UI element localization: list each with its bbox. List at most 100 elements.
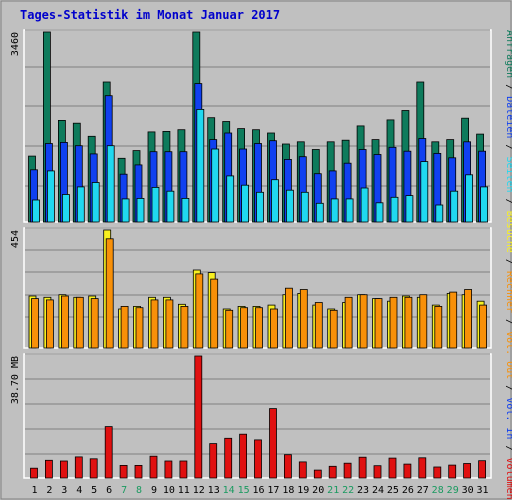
bar-rechner-day-20 (314, 302, 323, 349)
bar-volumen-day-23 (358, 456, 367, 479)
bar-volumen-day-17 (269, 408, 277, 479)
bar-volumen-day-3 (60, 460, 68, 479)
y-axis-max-middle: 454 (10, 230, 21, 248)
bar-rechner-day-9 (150, 299, 159, 349)
bar-rechner-day-5 (90, 298, 99, 349)
bar-volumen-day-9 (149, 455, 158, 479)
bar-volumen-day-24 (373, 465, 382, 479)
bar-seiten-day-14 (226, 175, 235, 223)
bar-volumen-day-7 (119, 464, 128, 479)
bar-volumen-day-29 (448, 464, 457, 479)
bar-volumen-day-25 (388, 457, 397, 479)
bar-rechner-day-31 (479, 304, 488, 349)
x-axis-day-labels: 1 2 3 4 5 6 7 8 9 10 11 12 13 14 15 16 17 18 19 20 21 22 23 24 2… (31, 485, 488, 496)
bar-seiten-day-3 (62, 194, 70, 223)
bar-seiten-day-28 (435, 204, 444, 223)
day-label: 14 (223, 485, 235, 496)
day-label: 31 (476, 485, 488, 496)
bar-rechner-day-22 (344, 296, 353, 349)
bar-volumen-day-13 (209, 443, 218, 479)
bar-rechner-day-11 (180, 305, 189, 349)
legend-sep: / (504, 253, 512, 271)
bar-seiten-day-10 (166, 190, 175, 223)
bar-volumen-day-27 (418, 457, 427, 479)
bar-rechner-day-28 (434, 305, 443, 349)
bar-seiten-day-30 (465, 174, 474, 223)
legend-sep: / (504, 439, 512, 457)
day-label: 24 (372, 485, 384, 496)
day-label: 11 (178, 485, 190, 496)
bar-volumen-day-1 (30, 467, 38, 479)
bar-volumen-day-8 (134, 464, 143, 479)
bar-volumen-day-20 (313, 469, 322, 479)
day-label: 13 (208, 485, 220, 496)
bar-volumen-day-12 (194, 355, 203, 479)
bar-seiten-day-24 (375, 202, 384, 223)
bar-seiten-day-6 (106, 145, 115, 223)
day-label: 15 (238, 485, 250, 496)
bar-volumen-day-14 (224, 437, 233, 479)
legend-rechner: Rechner (504, 271, 512, 313)
legend-seiten: Seiten (504, 156, 512, 192)
bar-volumen-day-10 (164, 460, 173, 479)
legend-sep: / (504, 138, 512, 156)
day-label: 28 (432, 485, 444, 496)
bar-rechner-day-6 (105, 238, 114, 349)
bar-rechner-day-12 (195, 273, 204, 349)
legend-volumen: Volumen (504, 458, 512, 500)
bar-seiten-day-21 (330, 198, 339, 223)
bar-rechner-day-14 (225, 309, 234, 349)
bar-rechner-day-26 (404, 296, 413, 349)
bar-seiten-day-17 (271, 179, 279, 223)
bar-rechner-day-15 (240, 307, 249, 349)
y-axis-max-top: 3460 (10, 32, 21, 56)
bar-rechner-day-19 (299, 289, 308, 349)
chart-title: Tages-Statistik im Monat Januar 2017 (20, 8, 280, 22)
day-label: 9 (151, 485, 157, 496)
bar-seiten-day-11 (181, 197, 190, 223)
bar-rechner-day-25 (389, 296, 398, 349)
bar-rechner-day-23 (359, 294, 368, 349)
day-label: 26 (402, 485, 414, 496)
bar-rechner-day-16 (255, 307, 263, 349)
bar-volumen-day-6 (104, 426, 113, 479)
bar-volumen-day-16 (254, 439, 262, 479)
bar-rechner-day-21 (329, 309, 338, 349)
bar-volumen-day-5 (89, 458, 98, 479)
bar-rechner-day-24 (374, 298, 383, 349)
bar-volumen-day-19 (298, 461, 307, 479)
bars (28, 31, 489, 479)
day-label: 18 (282, 485, 294, 496)
day-label: 19 (297, 485, 309, 496)
bar-seiten-day-15 (241, 184, 250, 223)
bar-seiten-day-23 (360, 187, 369, 223)
bar-seiten-day-8 (136, 197, 145, 223)
bar-seiten-day-1 (32, 199, 40, 223)
legend-dateien: Dateien (504, 96, 512, 138)
legend-sep: / (504, 379, 512, 397)
bar-volumen-day-21 (328, 465, 337, 479)
bar-seiten-day-9 (151, 186, 160, 223)
bar-rechner-day-17 (270, 308, 278, 349)
bar-seiten-day-12 (196, 109, 205, 223)
legend-sep: / (504, 78, 512, 96)
bar-seiten-day-2 (47, 170, 55, 223)
bar-rechner-day-27 (419, 294, 428, 349)
bar-seiten-day-25 (390, 196, 399, 223)
legend-vol-out: Vol. Out (504, 331, 512, 379)
bar-rechner-day-18 (284, 287, 293, 349)
bar-rechner-day-30 (464, 289, 473, 349)
bar-seiten-day-22 (345, 198, 354, 223)
bar-seiten-day-4 (76, 186, 85, 223)
bar-rechner-day-1 (31, 298, 39, 349)
bar-seiten-day-20 (315, 202, 324, 223)
day-label: 2 (46, 485, 52, 496)
bar-volumen-day-4 (74, 456, 83, 479)
bar-seiten-day-31 (480, 186, 489, 223)
bar-volumen-day-11 (179, 460, 188, 479)
bar-seiten-day-29 (450, 190, 459, 223)
bar-seiten-day-13 (211, 148, 220, 223)
day-label: 25 (387, 485, 399, 496)
